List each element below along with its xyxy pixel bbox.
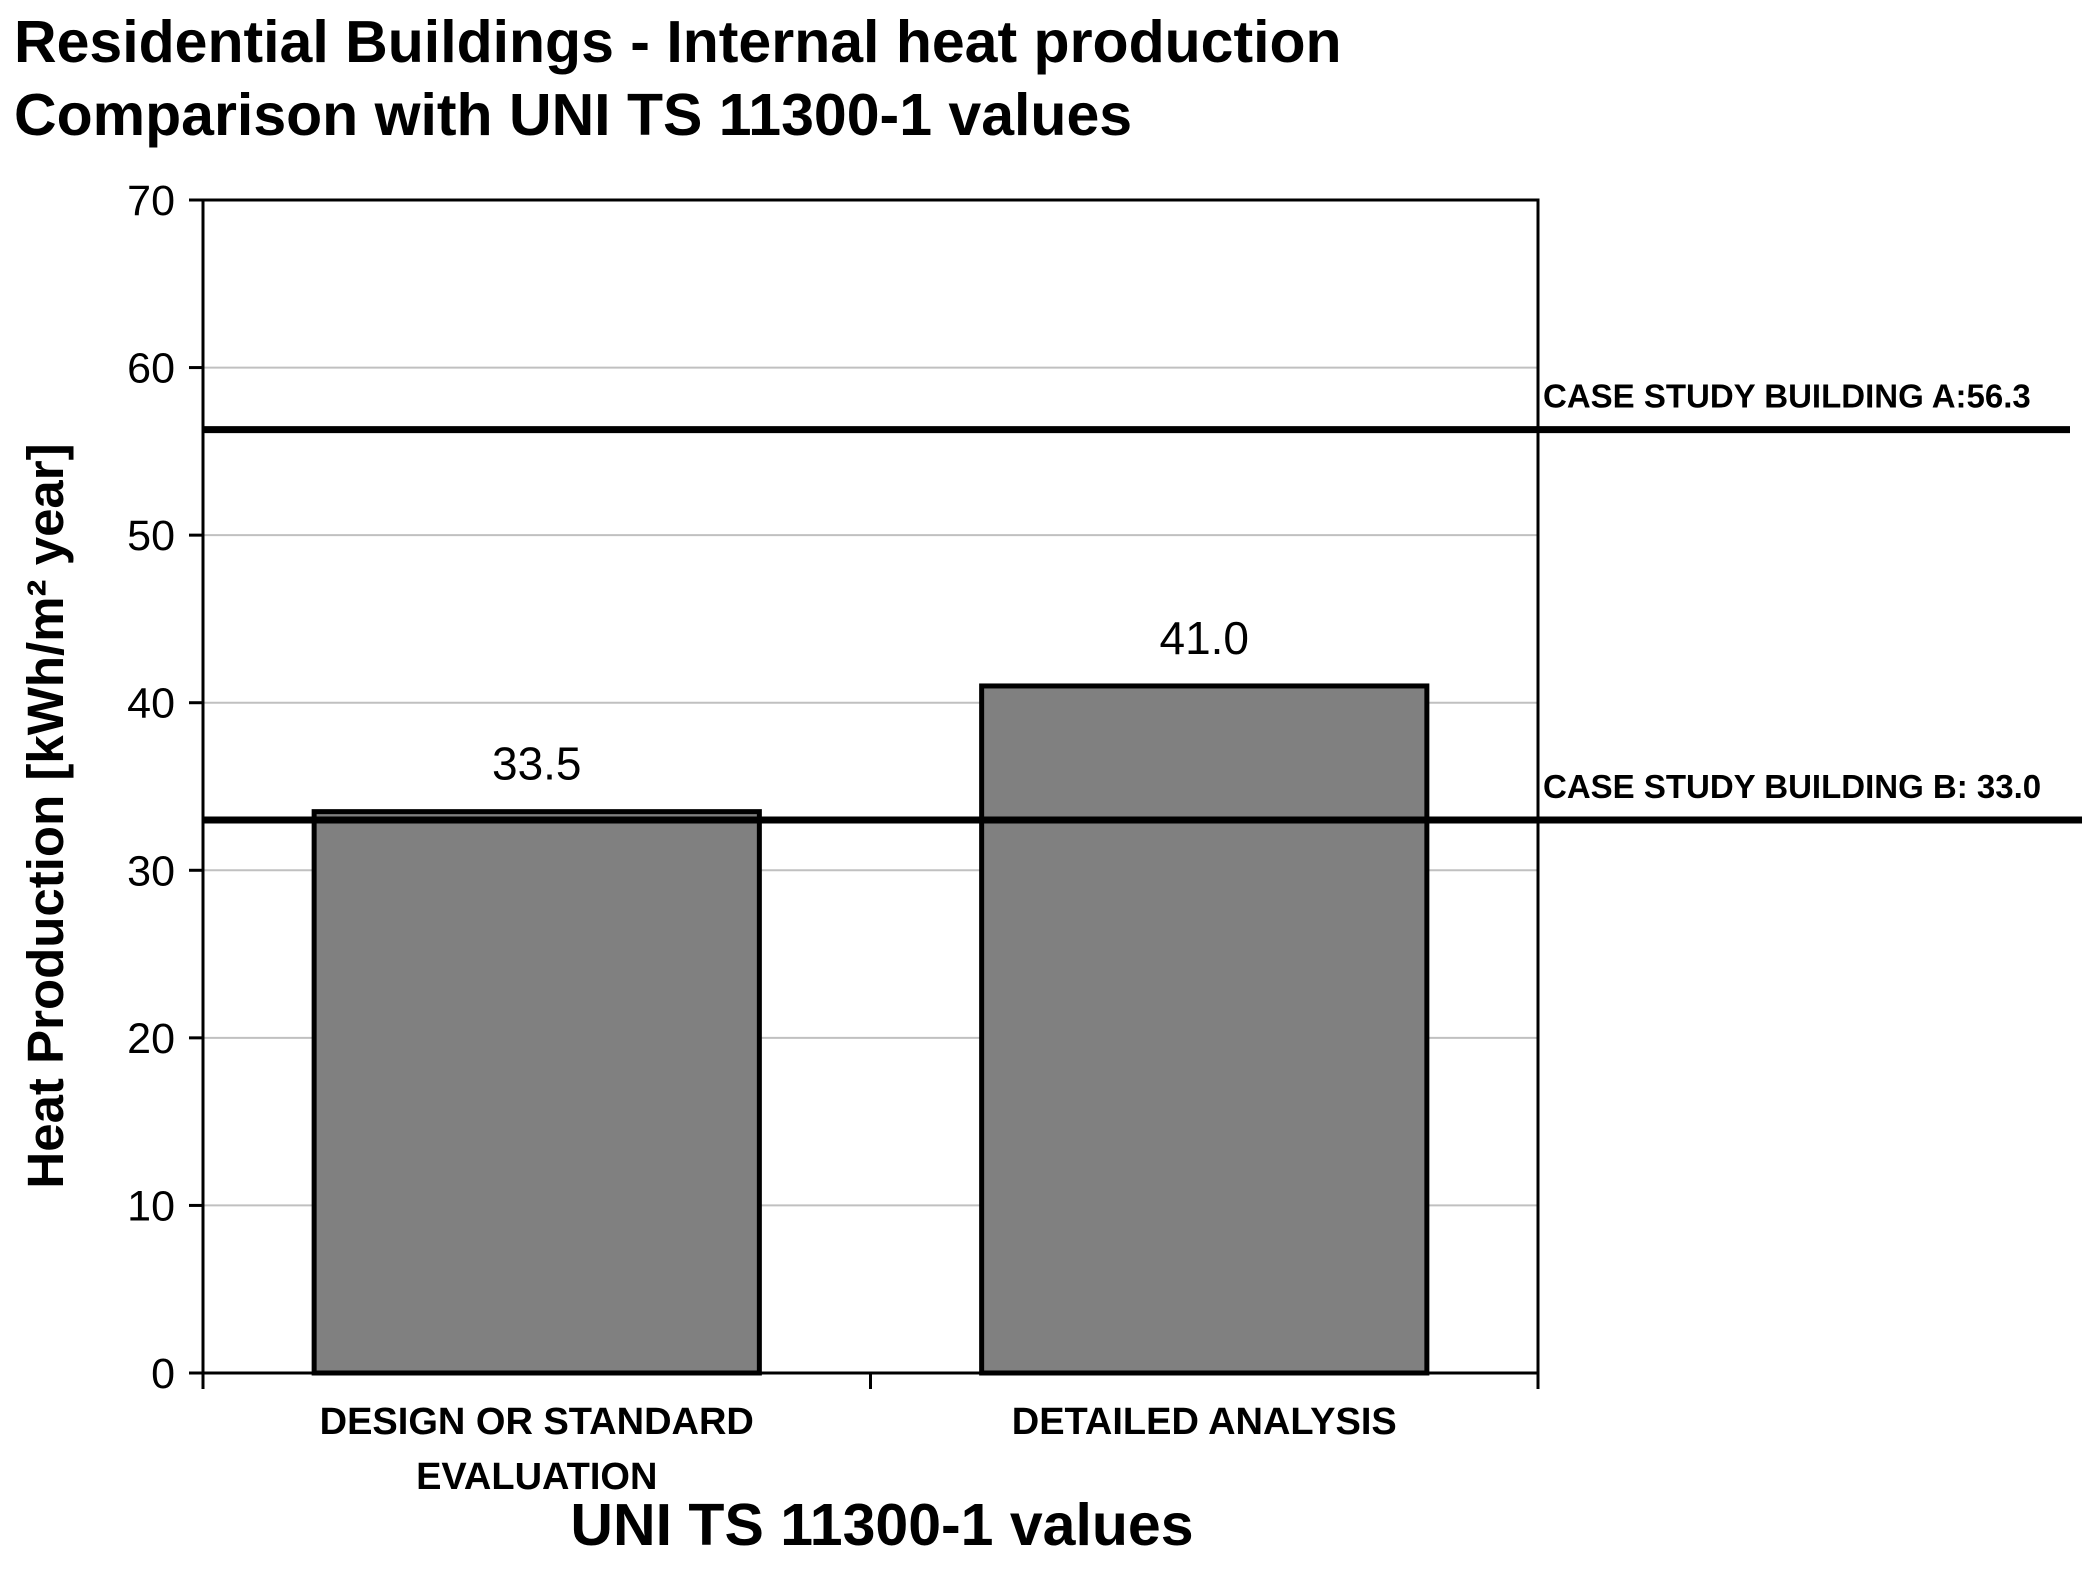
chart-title: Residential Buildings - Internal heat pr… xyxy=(14,9,1342,75)
bar xyxy=(311,809,762,1376)
bars: 33.5 41.0 xyxy=(311,612,1430,1376)
reference-lines: CASE STUDY BUILDING A:56.3 CASE STUDY BUI… xyxy=(203,378,2082,824)
y-tick-label: 60 xyxy=(127,345,175,393)
reference-line-label: CASE STUDY BUILDING A:56.3 xyxy=(1543,378,2031,415)
y-tick-labels: 0 10 20 30 40 50 60 70 xyxy=(127,177,175,1398)
y-tick-label: 40 xyxy=(127,680,175,728)
bar-value-label: 41.0 xyxy=(1159,612,1249,664)
x-category-label: EVALUATION xyxy=(416,1456,657,1498)
x-category-label: DETAILED ANALYSIS xyxy=(1012,1401,1397,1443)
bar-value-label: 33.5 xyxy=(492,738,582,790)
x-category-labels: DESIGN OR STANDARD EVALUATION DETAILED ANA… xyxy=(320,1401,1397,1498)
y-tick-label: 70 xyxy=(127,177,175,225)
x-category-label: DESIGN OR STANDARD xyxy=(320,1401,754,1443)
y-tick-label: 20 xyxy=(127,1015,175,1063)
y-tick-label: 0 xyxy=(151,1350,175,1398)
y-axis-label: Heat Production [kWh/m² year] xyxy=(17,443,74,1188)
chart-subtitle: Comparison with UNI TS 11300-1 values xyxy=(14,82,1132,148)
y-tick-label: 50 xyxy=(127,512,175,560)
axes xyxy=(189,198,1540,1389)
x-axis-label: UNI TS 11300-1 values xyxy=(570,1492,1193,1558)
reference-line-label: CASE STUDY BUILDING B: 33.0 xyxy=(1543,768,2041,805)
y-tick-label: 30 xyxy=(127,847,175,895)
y-tick-label: 10 xyxy=(127,1182,175,1230)
bar xyxy=(979,683,1430,1376)
